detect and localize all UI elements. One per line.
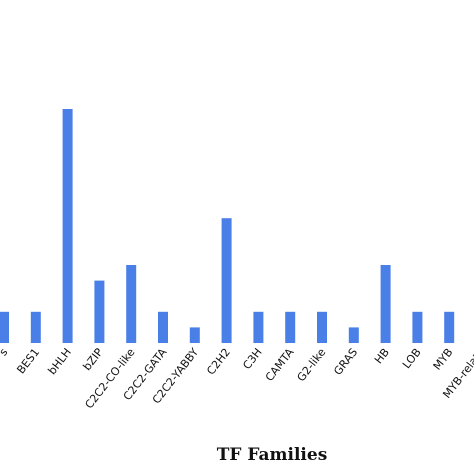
x-tick-label: s [0, 346, 11, 359]
bar-c2h2 [221, 218, 232, 343]
bar-c2c2-yabby [189, 327, 200, 343]
bar-c2c2-gata [158, 311, 168, 343]
bar-bes1 [30, 311, 41, 343]
bar-lob [412, 311, 423, 343]
x-tick-label: HB [372, 346, 392, 366]
bar-bhlh [62, 109, 73, 343]
x-tick-label: BES1 [14, 346, 42, 376]
x-axis-title: TF Families [217, 445, 328, 465]
x-tick-label: C3H [240, 346, 264, 372]
bar-camta [285, 311, 296, 343]
x-tick-label: G2-like [295, 346, 329, 384]
x-tick-label: bHLH [45, 346, 74, 377]
x-tick-label: MYB [431, 346, 456, 373]
bar-s [0, 311, 9, 343]
x-tick-label: C2H2 [204, 346, 233, 378]
x-tick-labels: s BES1 bHLH bZIPC2C2-CO-likeC2C2-GATAC2C2-Y… [0, 345, 474, 411]
bars-group [0, 109, 455, 343]
x-tick-label: bZIP [80, 346, 105, 374]
x-tick-label: CAMTA [263, 345, 297, 383]
bar-myb [444, 311, 455, 343]
x-tick-label: GRAS [331, 346, 360, 378]
bar-bzip [94, 280, 105, 343]
x-tick-label: LOB [400, 346, 424, 371]
bar-c3h [253, 311, 264, 343]
bar-c2c2-co-like [126, 265, 137, 343]
bar-hb [380, 265, 391, 343]
bar-gras [348, 327, 359, 343]
bar-g2-like [317, 311, 327, 343]
